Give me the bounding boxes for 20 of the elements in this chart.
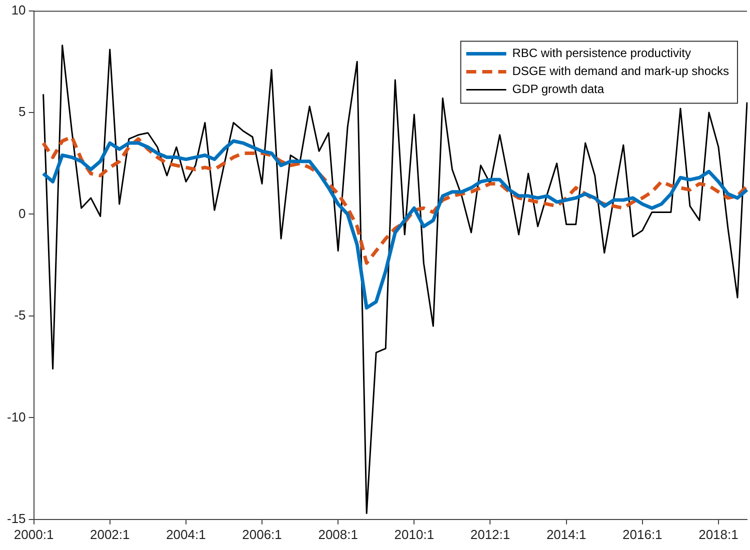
x-tick-label: 2000:1 xyxy=(14,526,54,542)
y-tick-label: 10 xyxy=(11,2,26,18)
x-tick-label: 2008:1 xyxy=(318,526,358,542)
y-tick-label: 5 xyxy=(18,104,26,120)
x-tick-label: 2012:1 xyxy=(470,526,510,542)
x-tick-label: 2004:1 xyxy=(166,526,206,542)
y-tick-label: 0 xyxy=(18,206,26,221)
line-series xyxy=(42,135,749,265)
y-tick-label: -10 xyxy=(6,409,26,424)
legend-label: DSGE with demand and mark-up shocks xyxy=(512,64,730,78)
y-tick-label: -15 xyxy=(6,510,26,526)
x-tick-label: 2016:1 xyxy=(622,526,662,542)
x-tick-label: 2006:1 xyxy=(242,526,282,542)
x-tick-label: 2010:1 xyxy=(394,526,434,542)
x-tick-label: 2002:1 xyxy=(90,526,130,542)
x-tick-label: 2014:1 xyxy=(546,526,586,542)
y-tick-label: -5 xyxy=(14,308,26,323)
legend-label: GDP growth data xyxy=(512,82,604,96)
legend-label: RBC with persistence productivity xyxy=(512,46,691,60)
x-tick-label: 2018:1 xyxy=(698,526,738,542)
